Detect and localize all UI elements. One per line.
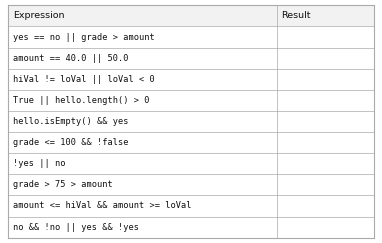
Text: amount == 40.0 || 50.0: amount == 40.0 || 50.0 [13, 54, 128, 63]
Text: no && !no || yes && !yes: no && !no || yes && !yes [13, 223, 139, 232]
Text: amount <= hiVal && amount >= loVal: amount <= hiVal && amount >= loVal [13, 201, 191, 210]
Text: yes == no || grade > amount: yes == no || grade > amount [13, 33, 155, 42]
Text: !yes || no: !yes || no [13, 159, 65, 168]
Text: grade > 75 > amount: grade > 75 > amount [13, 180, 113, 189]
Bar [8, 5, 374, 26]
Text: hiVal != loVal || loVal < 0: hiVal != loVal || loVal < 0 [13, 75, 155, 84]
Text: grade <= 100 && !false: grade <= 100 && !false [13, 138, 128, 147]
Text: Result: Result [282, 11, 311, 20]
Text: True || hello.length() > 0: True || hello.length() > 0 [13, 96, 149, 105]
Text: Expression: Expression [13, 11, 65, 20]
Text: hello.isEmpty() && yes: hello.isEmpty() && yes [13, 117, 128, 126]
